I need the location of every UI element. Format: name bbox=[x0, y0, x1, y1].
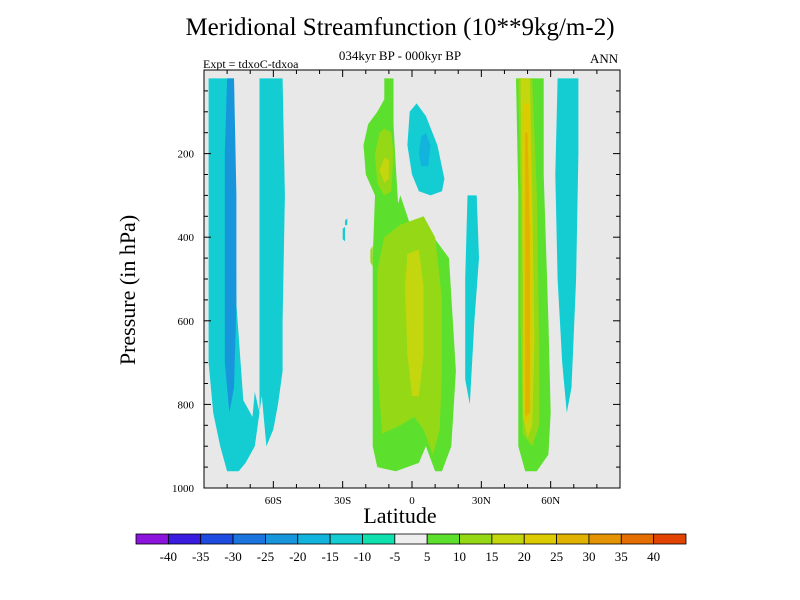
x-tick-label: 0 bbox=[409, 495, 415, 507]
season-label: ANN bbox=[590, 51, 619, 66]
colorbar-box-13 bbox=[556, 533, 590, 545]
contour-region-18 bbox=[345, 218, 348, 226]
colorbar-box-9 bbox=[426, 533, 460, 545]
colorbar-box-1 bbox=[167, 533, 202, 545]
contour-region-9 bbox=[379, 157, 389, 183]
contour-region-5 bbox=[555, 78, 579, 413]
colorbar-label: -10 bbox=[354, 549, 371, 564]
contour-region-4 bbox=[465, 195, 479, 405]
colorbar-box-14 bbox=[588, 533, 622, 545]
chart-subtitle: 034kyr BP - 000kyr BP bbox=[338, 48, 462, 63]
colorbar-label: 35 bbox=[615, 549, 628, 564]
colorbar-box-0 bbox=[135, 533, 169, 545]
contour-region-15 bbox=[525, 132, 530, 417]
colorbar-label: -30 bbox=[224, 549, 241, 564]
x-tick-label: 30N bbox=[472, 495, 491, 507]
colorbar-label: 40 bbox=[647, 549, 660, 564]
y-tick-label: 400 bbox=[178, 232, 195, 244]
colorbar-box-7 bbox=[362, 533, 396, 545]
contour-region-1 bbox=[224, 78, 237, 413]
y-tick-label: 800 bbox=[178, 399, 195, 411]
colorbar-box-11 bbox=[491, 533, 525, 545]
colorbar-box-5 bbox=[297, 533, 331, 545]
contour-region-16 bbox=[370, 245, 373, 267]
colorbar-box-4 bbox=[265, 533, 299, 545]
colorbar-label: 25 bbox=[550, 549, 563, 564]
x-tick-label: 60N bbox=[541, 495, 560, 507]
colorbar-label: 20 bbox=[518, 549, 531, 564]
colorbar-box-16 bbox=[653, 533, 687, 545]
contour-region-10 bbox=[405, 249, 424, 396]
colorbar-label: 30 bbox=[582, 549, 595, 564]
colorbar-label: -25 bbox=[257, 549, 274, 564]
colorbar-label: 5 bbox=[424, 549, 431, 564]
chart-title: Meridional Streamfunction (10**9kg/m-2) bbox=[185, 14, 615, 41]
colorbar-label: -35 bbox=[192, 549, 209, 564]
x-axis-label: Latitude bbox=[363, 503, 437, 528]
x-tick-label: 30S bbox=[334, 495, 351, 507]
colorbar-label: -15 bbox=[321, 549, 338, 564]
colorbar-box-12 bbox=[523, 533, 557, 545]
colorbar-label: -40 bbox=[160, 549, 177, 564]
colorbar-label: -5 bbox=[389, 549, 400, 564]
colorbar-box-2 bbox=[200, 533, 234, 545]
y-tick-label: 1000 bbox=[172, 483, 195, 495]
colorbar-label: 10 bbox=[453, 549, 466, 564]
contour-region-17 bbox=[342, 226, 345, 242]
contour-region-3 bbox=[418, 132, 431, 167]
y-tick-label: 200 bbox=[178, 149, 195, 161]
colorbar-label: 15 bbox=[485, 549, 498, 564]
colorbar-box-3 bbox=[232, 533, 266, 545]
x-tick-label: 60S bbox=[265, 495, 282, 507]
colorbar-box-10 bbox=[459, 533, 493, 545]
colorbar-box-8 bbox=[394, 533, 428, 545]
y-tick-label: 600 bbox=[178, 316, 195, 328]
colorbar-box-15 bbox=[620, 533, 655, 545]
colorbar-box-6 bbox=[329, 533, 363, 545]
colorbar-label: -20 bbox=[289, 549, 306, 564]
experiment-label: Expt = tdxoC-tdxoa bbox=[203, 57, 299, 71]
